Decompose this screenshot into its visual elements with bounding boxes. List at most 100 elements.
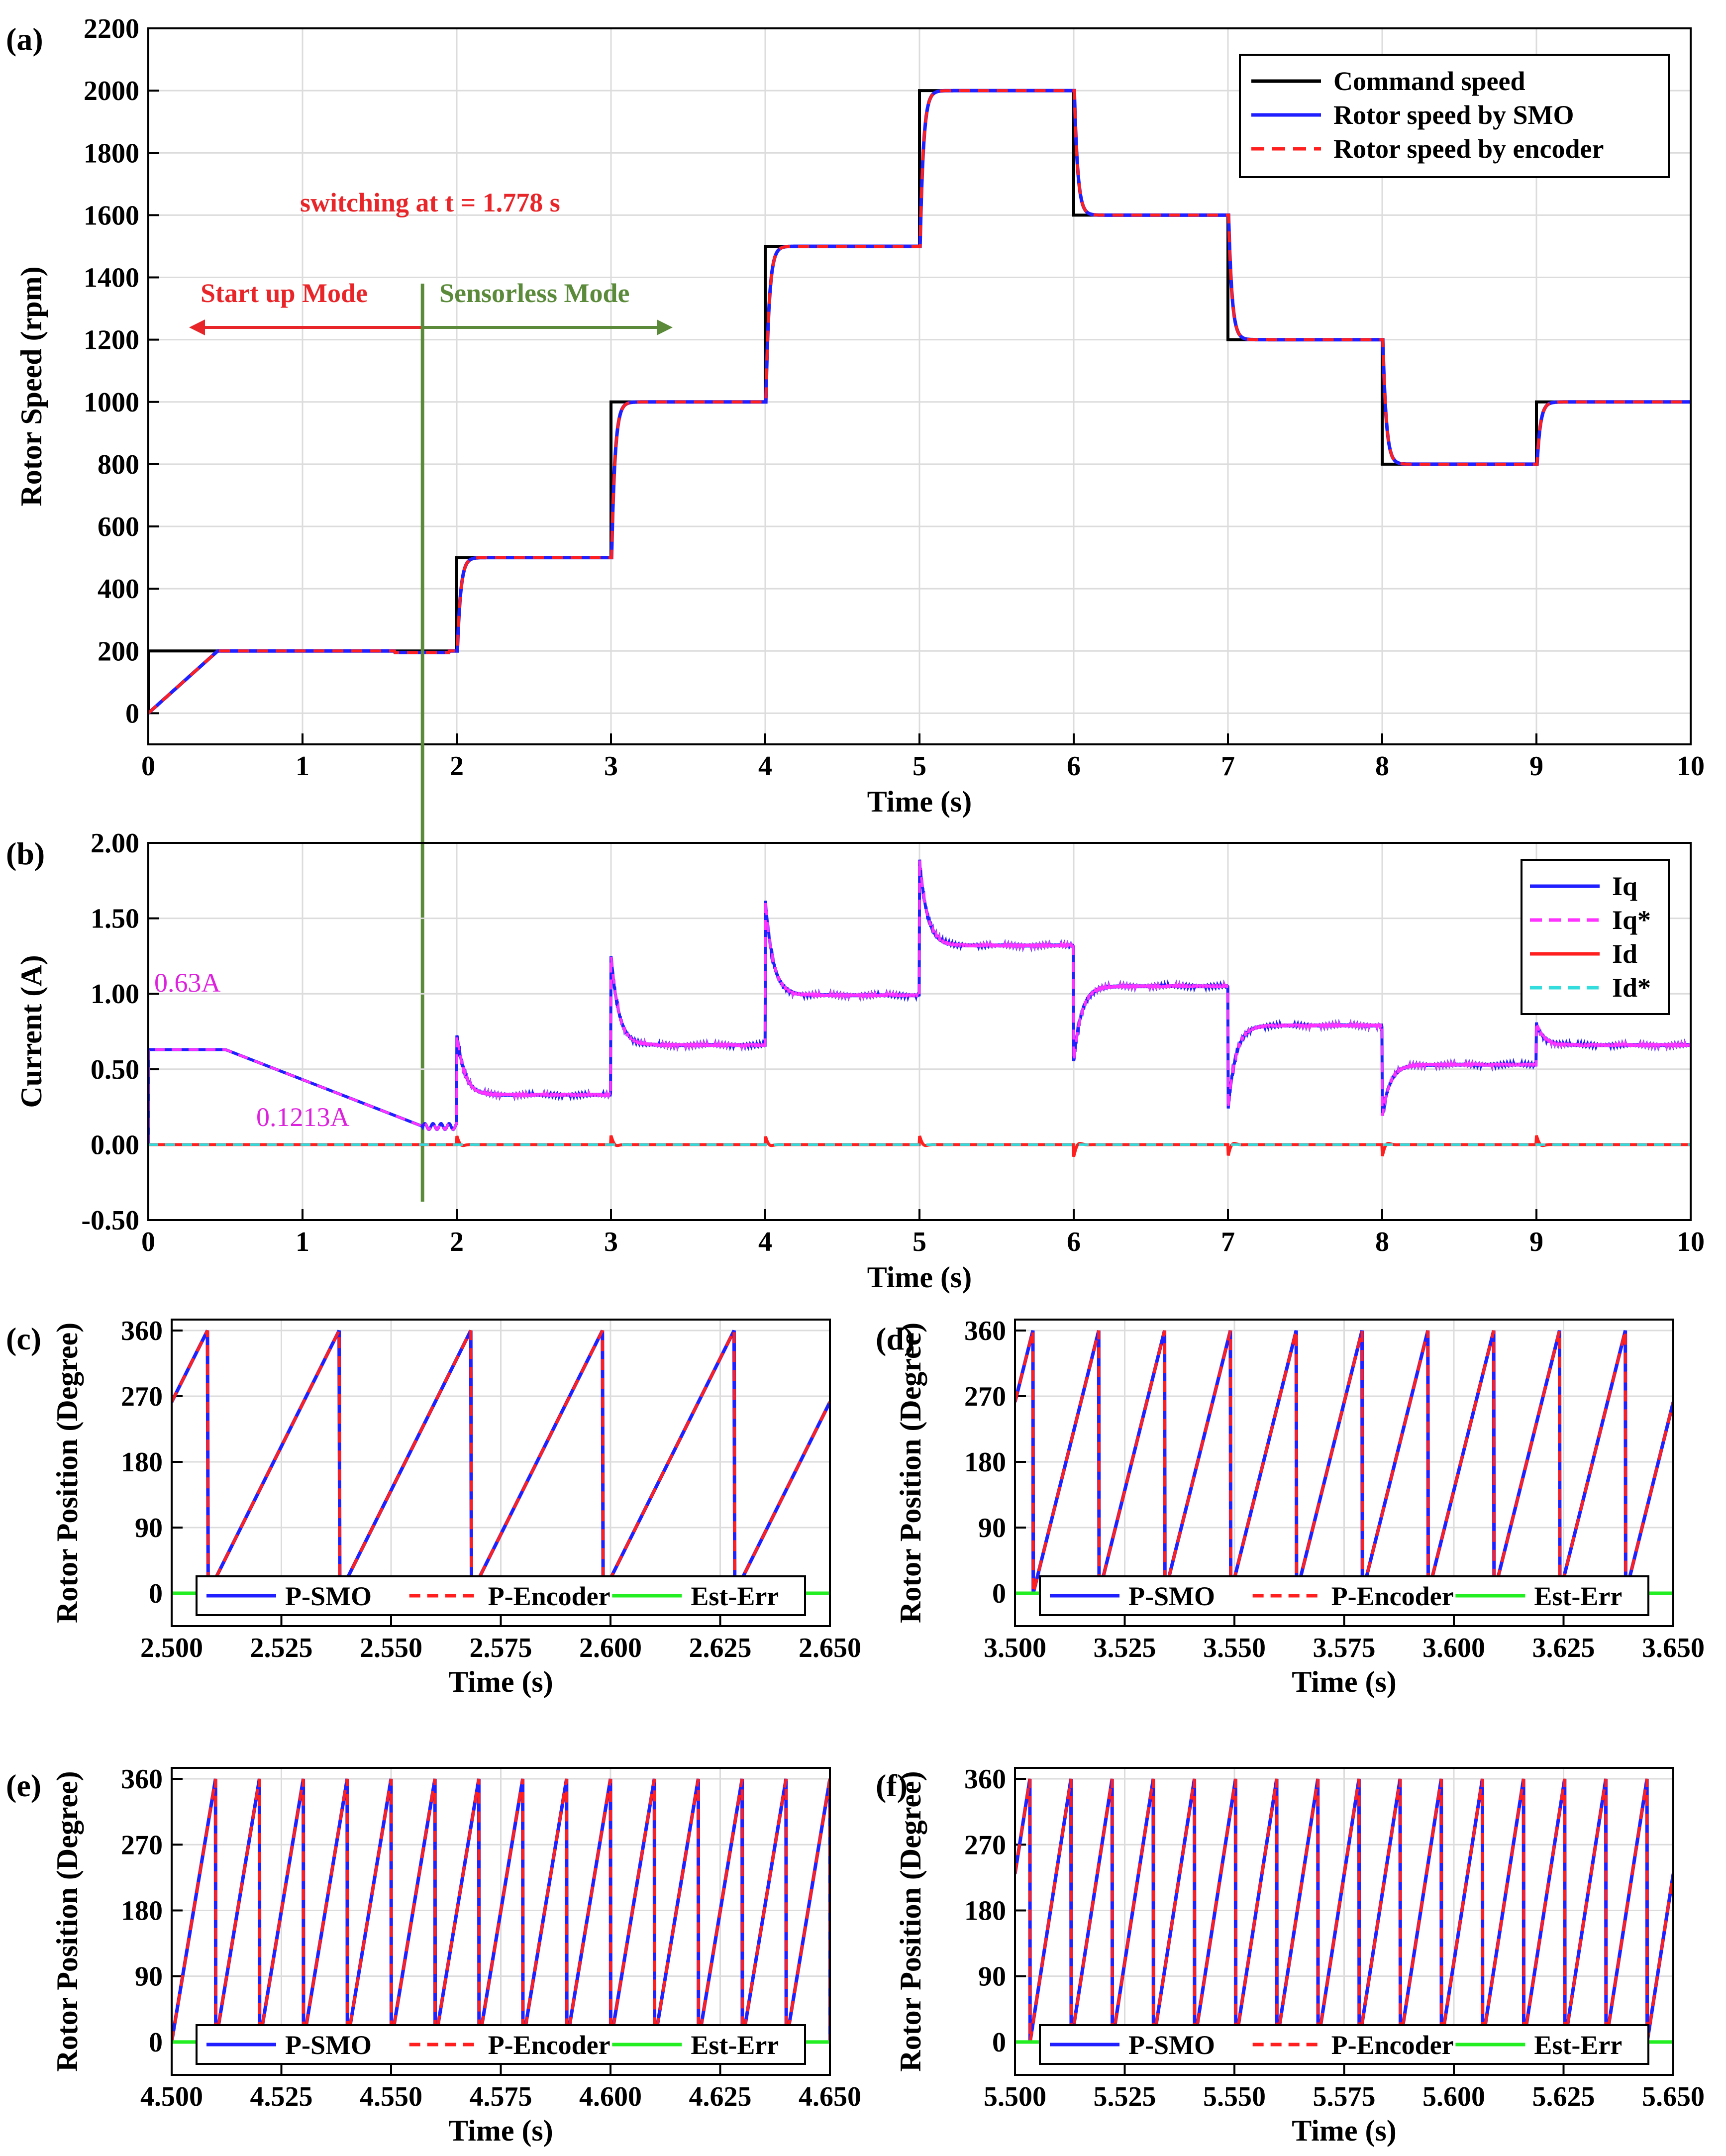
plot-frame: [1014, 1319, 1674, 1627]
panel-label: (d): [876, 1321, 914, 1356]
x-tick-label: 4.525: [250, 2081, 313, 2112]
x-tick-label: 0: [141, 751, 155, 782]
y-tick-label: 180: [964, 1895, 1006, 1926]
x-tick-label: 5.575: [1313, 2081, 1376, 2112]
series-iq-ref: [148, 859, 1691, 1145]
y-tick-label: 180: [121, 1895, 163, 1926]
legend: P-SMO P-Encoder Est-Err: [196, 1575, 806, 1616]
x-tick-label: 3.625: [1532, 1633, 1595, 1663]
legend-box: [196, 1575, 806, 1616]
x-tick-label: 4.550: [360, 2081, 422, 2112]
x-tick-label: 5.500: [984, 2081, 1046, 2112]
y-tick-label: 1600: [84, 200, 139, 231]
legend: Iq Iq* Id Id*: [1521, 859, 1670, 1015]
x-tick-label: 4: [758, 751, 772, 782]
y-tick-label: 0.50: [91, 1054, 139, 1085]
x-tick-label: 3.650: [1642, 1633, 1705, 1663]
x-axis-label: Time (s): [867, 1261, 972, 1294]
y-tick-label: 0: [992, 1578, 1006, 1609]
x-axis-label: Time (s): [1292, 1665, 1397, 1698]
x-tick-label: 10: [1677, 751, 1705, 782]
x-tick-label: 4.575: [470, 2081, 532, 2112]
chart-f: 5.500 5.525 5.550 5.575 5.600 5.625 5.650 0 90 18…: [876, 1764, 1705, 2147]
y-tick-label: 1.50: [91, 904, 139, 934]
x-tick-label: 2: [450, 751, 464, 782]
y-tick-label: 0: [125, 698, 139, 729]
x-tick-label: 2.550: [360, 1633, 422, 1663]
x-tick-label: 5.625: [1532, 2081, 1595, 2112]
annotation-end-current: 0.1213A: [256, 1102, 350, 1132]
x-tick-label: 8: [1375, 1227, 1389, 1257]
arrowhead-sensorless: [657, 319, 673, 335]
plot-area: [148, 859, 1691, 1157]
x-tick-label: 4.600: [579, 2081, 642, 2112]
y-tick-label: 0: [992, 2027, 1006, 2058]
x-tick-label: 4.500: [140, 2081, 203, 2112]
y-tick-label: 270: [121, 1830, 163, 1860]
x-tick-label: 9: [1529, 751, 1543, 782]
x-tick-label: 2.600: [579, 1633, 642, 1663]
y-tick-label: 1000: [84, 387, 139, 418]
legend-label: Rotor speed by encoder: [1333, 134, 1604, 164]
x-tick-label: 4.650: [799, 2081, 861, 2112]
x-tick-label: 2.650: [799, 1633, 861, 1663]
y-tick-label: 270: [964, 1381, 1006, 1412]
legend-label: P-SMO: [1128, 2030, 1215, 2060]
legend-label: Est-Err: [691, 2030, 779, 2060]
y-tick-label: 270: [121, 1381, 163, 1412]
plot-frame: [171, 1767, 831, 2076]
y-axis-label: Rotor Position (Degree): [51, 1323, 84, 1623]
panel-label: (a): [6, 21, 43, 57]
legend: Command speed Rotor speed by SMO Rotor spe…: [1239, 54, 1670, 178]
y-axis-label: Rotor Position (Degree): [894, 1323, 927, 1623]
legend-box: [1039, 1575, 1649, 1616]
x-tick-label: 2.625: [689, 1633, 752, 1663]
legend-label: Id: [1612, 939, 1637, 969]
x-tick-label: 1: [296, 751, 309, 782]
x-tick-label: 2.500: [140, 1633, 203, 1663]
x-tick-label: 3: [604, 1227, 618, 1257]
arrowhead-startup: [189, 319, 205, 335]
y-tick-label: 1800: [84, 138, 139, 169]
x-tick-label: 4.625: [689, 2081, 752, 2112]
chart-a: 0 1 2 3 4 5 6 7 8 9 10 0 200 400 600 800 1000 1200 1400 160…: [6, 13, 1705, 818]
y-tick-label: 180: [964, 1447, 1006, 1478]
y-tick-label: 90: [978, 1513, 1006, 1543]
y-tick-label: 90: [135, 1961, 163, 1992]
series-p-encoder: [172, 1330, 830, 1594]
y-tick-label: 90: [135, 1513, 163, 1543]
x-tick-label: 4: [758, 1227, 772, 1257]
x-tick-label: 2: [450, 1227, 464, 1257]
legend: P-SMO P-Encoder Est-Err: [1039, 1575, 1649, 1616]
y-tick-label: 360: [121, 1764, 163, 1795]
x-tick-label: 3: [604, 751, 618, 782]
legend-label: P-Encoder: [1331, 2030, 1454, 2060]
y-tick-label: 1400: [84, 263, 139, 294]
y-tick-label: 360: [964, 1764, 1006, 1795]
chart-e: 4.500 4.525 4.550 4.575 4.600 4.625 4.650 0 90 18…: [6, 1764, 861, 2147]
y-tick-label: 400: [98, 574, 139, 605]
x-tick-label: 8: [1375, 751, 1389, 782]
chart-b: 0 1 2 3 4 5 6 7 8 9 10 -0.50 0.00 0.50 1.00 1.50 2.00 Tim…: [6, 828, 1705, 1294]
y-tick-label: 360: [964, 1316, 1006, 1346]
y-tick-label: 1200: [84, 325, 139, 356]
x-tick-label: 3.500: [984, 1633, 1046, 1663]
y-tick-label: 0: [149, 2027, 163, 2058]
chart-d: 3.500 3.525 3.550 3.575 3.600 3.625 3.650 0 90 18…: [876, 1316, 1705, 1698]
series-p-encoder: [1015, 1778, 1673, 2043]
y-tick-label: 1.00: [91, 979, 139, 1010]
x-tick-label: 5: [913, 1227, 926, 1257]
y-axis-label: Rotor Position (Degree): [51, 1771, 84, 2071]
x-axis-label: Time (s): [448, 2114, 553, 2147]
series-p-encoder: [172, 1778, 830, 2044]
y-tick-label: 600: [98, 512, 139, 542]
legend-label: Rotor speed by SMO: [1333, 100, 1574, 130]
x-tick-label: 5.650: [1642, 2081, 1705, 2112]
legend-label: P-SMO: [285, 2030, 372, 2060]
legend: P-SMO P-Encoder Est-Err: [1039, 2024, 1649, 2065]
x-tick-label: 3.575: [1313, 1633, 1376, 1663]
y-tick-label: 0.00: [91, 1129, 139, 1160]
y-tick-label: 90: [978, 1961, 1006, 1992]
legend-label: Iq: [1612, 871, 1637, 901]
series-command-speed: [148, 89, 1691, 714]
